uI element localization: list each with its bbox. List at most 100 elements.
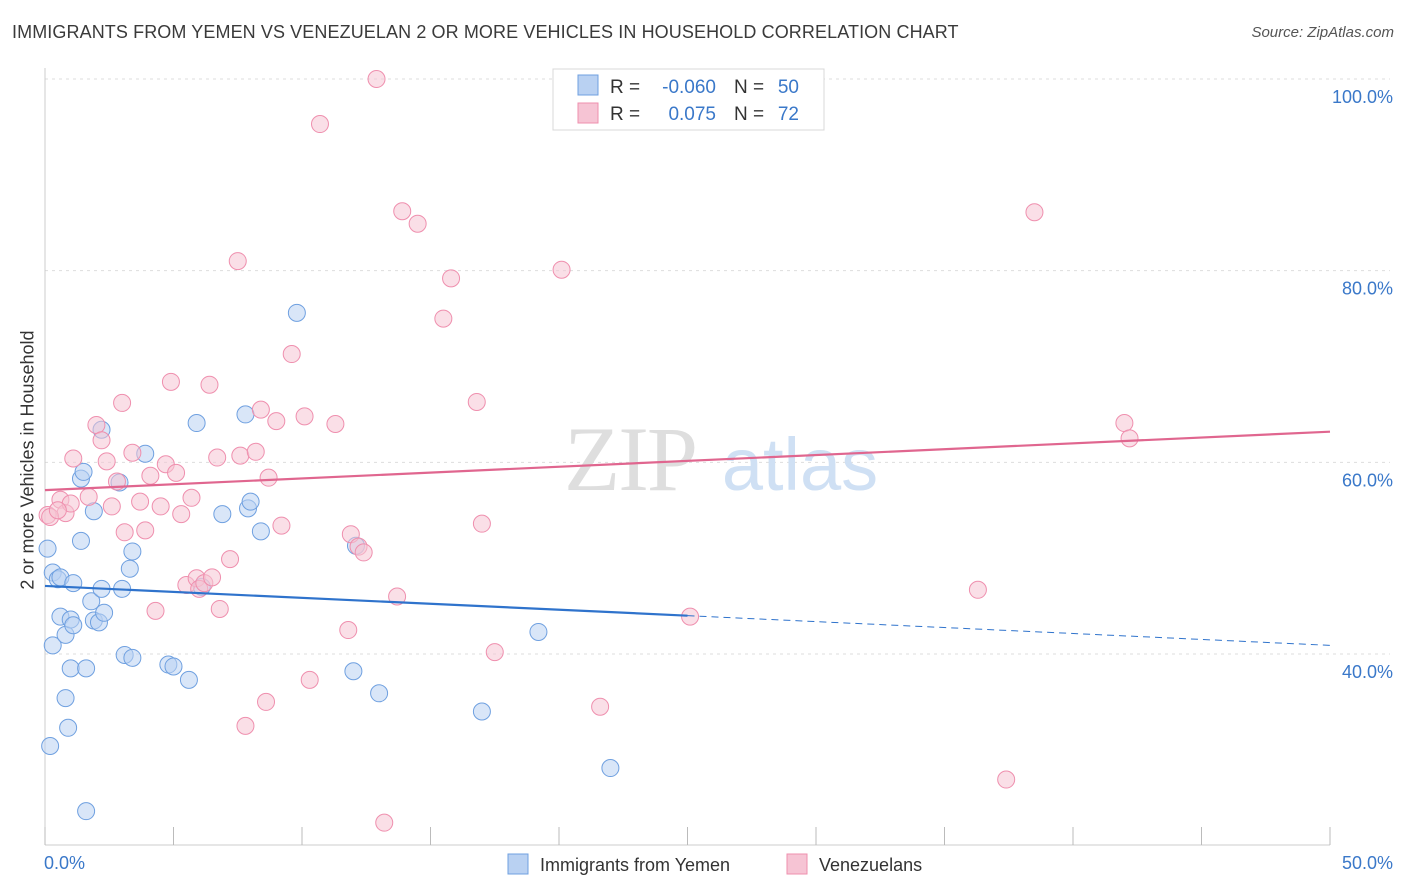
point-venezuelans xyxy=(48,501,67,520)
point-yemen xyxy=(82,592,101,611)
x-tick-label: 50.0% xyxy=(1342,853,1393,873)
point-venezuelans xyxy=(1115,414,1134,433)
point-yemen xyxy=(120,559,139,578)
point-venezuelans xyxy=(282,345,301,364)
point-yemen xyxy=(61,659,80,678)
point-venezuelans xyxy=(300,670,319,689)
legend-swatch-yemen xyxy=(507,853,529,875)
point-yemen xyxy=(123,648,142,667)
point-venezuelans xyxy=(1120,429,1139,448)
point-venezuelans xyxy=(115,523,134,542)
stats-n-label-yemen: N = xyxy=(734,77,764,98)
point-venezuelans xyxy=(354,543,373,562)
y-tick-label: 100.0% xyxy=(1332,87,1393,107)
point-yemen xyxy=(77,802,96,821)
point-yemen xyxy=(43,636,62,655)
point-venezuelans xyxy=(251,400,270,419)
tick-labels: 40.0% 60.0% 80.0% 100.0% 0.0% 50.0% xyxy=(44,87,1393,873)
point-yemen xyxy=(213,505,232,524)
point-venezuelans xyxy=(591,697,610,716)
chart-title: IMMIGRANTS FROM YEMEN VS VENEZUELAN 2 OR… xyxy=(12,22,959,42)
point-yemen xyxy=(64,616,83,635)
point-venezuelans xyxy=(339,621,358,640)
point-venezuelans xyxy=(681,607,700,626)
point-venezuelans xyxy=(161,372,180,391)
point-venezuelans xyxy=(434,309,453,328)
point-yemen xyxy=(77,659,96,678)
stats-legend-swatch-yemen xyxy=(577,74,599,96)
series-legend: Immigrants from Yemen Venezuelans xyxy=(507,853,922,875)
point-yemen xyxy=(179,670,198,689)
chart-source: Source: ZipAtlas.com xyxy=(1251,24,1394,41)
point-venezuelans xyxy=(267,412,286,431)
point-venezuelans xyxy=(472,514,491,533)
axis-layer xyxy=(44,68,1331,846)
point-venezuelans xyxy=(246,442,265,461)
point-venezuelans xyxy=(79,487,98,506)
stats-legend-swatch-venezuelans xyxy=(577,102,599,124)
point-venezuelans xyxy=(151,497,170,516)
point-yemen xyxy=(74,462,93,481)
point-venezuelans xyxy=(123,443,142,462)
watermark: ZIP atlas xyxy=(564,408,878,510)
point-yemen xyxy=(236,405,255,424)
point-venezuelans xyxy=(228,252,247,271)
point-yemen xyxy=(241,492,260,511)
stats-r-value-yemen: -0.060 xyxy=(662,77,716,98)
point-venezuelans xyxy=(167,463,186,482)
point-venezuelans xyxy=(221,550,240,569)
point-venezuelans xyxy=(231,446,250,465)
point-venezuelans xyxy=(64,449,83,468)
point-venezuelans xyxy=(968,580,987,599)
point-venezuelans xyxy=(208,448,227,467)
point-venezuelans xyxy=(182,488,201,507)
point-yemen xyxy=(38,539,57,558)
point-yemen xyxy=(64,574,83,593)
point-venezuelans xyxy=(146,601,165,620)
stats-n-label-venezuelans: N = xyxy=(734,104,764,125)
legend-label-yemen: Immigrants from Yemen xyxy=(540,855,730,875)
trendline-yemen xyxy=(44,584,688,617)
point-yemen xyxy=(95,603,114,622)
stats-n-value-venezuelans: 72 xyxy=(778,104,799,125)
point-yemen xyxy=(370,684,389,703)
stats-r-value-venezuelans: 0.075 xyxy=(668,104,716,125)
trend-layer xyxy=(44,430,1331,646)
point-venezuelans xyxy=(375,813,394,832)
point-venezuelans xyxy=(997,770,1016,789)
point-yemen xyxy=(56,689,75,708)
point-venezuelans xyxy=(272,516,291,535)
y-tick-label: 80.0% xyxy=(1342,279,1393,299)
stats-r-label-yemen: R = xyxy=(610,77,640,98)
point-venezuelans xyxy=(467,392,486,411)
point-venezuelans xyxy=(136,521,155,540)
grid-layer xyxy=(45,78,1390,655)
stats-r-label-venezuelans: R = xyxy=(610,104,640,125)
watermark-zip: ZIP xyxy=(564,408,696,510)
point-venezuelans xyxy=(131,492,150,511)
point-yemen xyxy=(472,702,491,721)
point-venezuelans xyxy=(102,497,121,516)
watermark-atlas: atlas xyxy=(722,423,878,506)
point-venezuelans xyxy=(408,214,427,233)
stats-legend: R = -0.060 N = 50 R = 0.075 N = 72 xyxy=(552,68,825,131)
point-venezuelans xyxy=(393,202,412,221)
trendline-yemen-extension xyxy=(687,615,1331,646)
trendline-venezuelans xyxy=(44,430,1331,492)
x-tick-label: 0.0% xyxy=(44,853,85,873)
point-yemen xyxy=(59,718,78,737)
point-yemen xyxy=(164,657,183,676)
point-venezuelans xyxy=(295,407,314,426)
point-venezuelans xyxy=(367,70,386,88)
point-yemen xyxy=(187,414,206,433)
point-venezuelans xyxy=(310,115,329,134)
point-yemen xyxy=(529,622,548,641)
point-venezuelans xyxy=(552,260,571,279)
point-venezuelans xyxy=(203,568,222,587)
y-tick-label: 40.0% xyxy=(1342,662,1393,682)
point-yemen xyxy=(123,542,142,561)
point-venezuelans xyxy=(388,587,407,606)
y-tick-label: 60.0% xyxy=(1342,470,1393,490)
point-venezuelans xyxy=(485,643,504,662)
point-venezuelans xyxy=(442,269,461,288)
